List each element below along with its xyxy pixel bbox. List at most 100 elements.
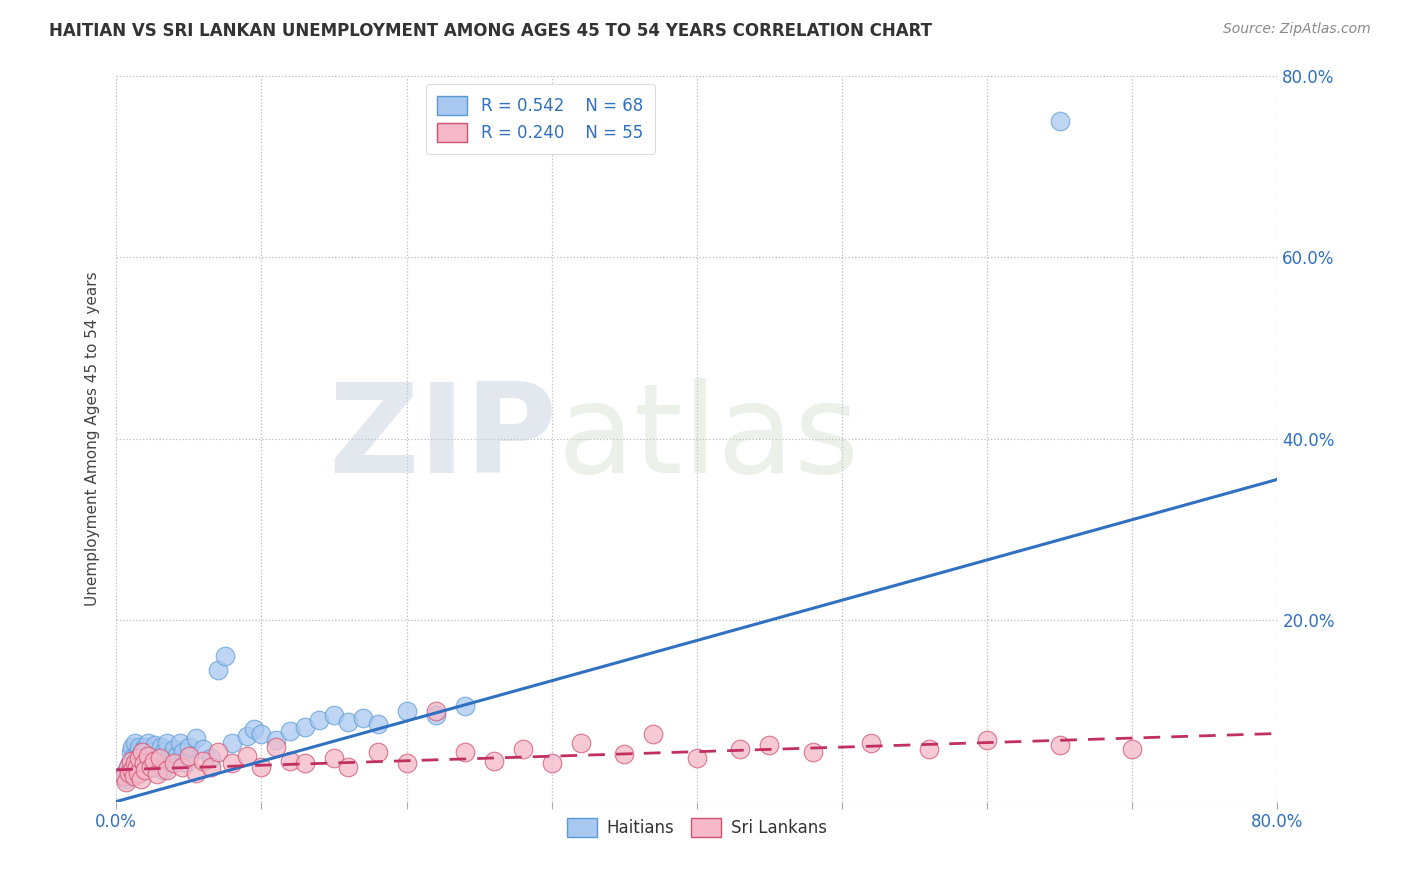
Point	[221, 735, 243, 749]
Text: HAITIAN VS SRI LANKAN UNEMPLOYMENT AMONG AGES 45 TO 54 YEARS CORRELATION CHART: HAITIAN VS SRI LANKAN UNEMPLOYMENT AMONG…	[49, 22, 932, 40]
Point	[156, 763, 179, 777]
Point	[758, 739, 780, 753]
Point	[152, 763, 174, 777]
Point	[121, 763, 143, 777]
Point	[243, 722, 266, 736]
Point	[138, 756, 160, 771]
Point	[337, 760, 360, 774]
Point	[200, 751, 222, 765]
Point	[1121, 742, 1143, 756]
Point	[801, 745, 824, 759]
Point	[160, 756, 183, 771]
Point	[120, 769, 142, 783]
Legend: Haitians, Sri Lankans: Haitians, Sri Lankans	[560, 812, 834, 844]
Point	[482, 754, 505, 768]
Point	[294, 720, 316, 734]
Point	[264, 732, 287, 747]
Point	[453, 745, 475, 759]
Point	[124, 735, 146, 749]
Point	[122, 769, 145, 783]
Point	[134, 763, 156, 777]
Point	[146, 754, 169, 768]
Point	[149, 751, 172, 765]
Point	[166, 749, 188, 764]
Point	[156, 735, 179, 749]
Point	[859, 735, 882, 749]
Point	[395, 704, 418, 718]
Point	[153, 745, 176, 759]
Point	[352, 711, 374, 725]
Point	[395, 756, 418, 771]
Point	[120, 754, 142, 768]
Point	[236, 749, 259, 764]
Point	[131, 754, 153, 768]
Point	[128, 751, 150, 765]
Point	[122, 749, 145, 764]
Point	[120, 745, 142, 759]
Point	[207, 663, 229, 677]
Text: ZIP: ZIP	[329, 378, 558, 499]
Point	[172, 745, 194, 759]
Point	[129, 747, 152, 762]
Point	[125, 765, 148, 780]
Point	[323, 708, 346, 723]
Point	[184, 731, 207, 745]
Point	[170, 760, 193, 774]
Point	[425, 704, 447, 718]
Point	[163, 742, 186, 756]
Point	[236, 729, 259, 743]
Point	[264, 740, 287, 755]
Point	[125, 760, 148, 774]
Point	[129, 760, 152, 774]
Point	[128, 756, 150, 771]
Point	[118, 765, 141, 780]
Point	[280, 723, 302, 738]
Point	[214, 649, 236, 664]
Point	[131, 745, 153, 759]
Point	[139, 745, 162, 759]
Point	[1049, 739, 1071, 753]
Point	[169, 735, 191, 749]
Point	[367, 745, 389, 759]
Point	[157, 751, 180, 765]
Point	[1049, 114, 1071, 128]
Point	[976, 732, 998, 747]
Point	[177, 749, 200, 764]
Point	[367, 717, 389, 731]
Text: atlas: atlas	[558, 378, 859, 499]
Point	[134, 740, 156, 755]
Point	[132, 756, 155, 771]
Point	[308, 713, 330, 727]
Point	[730, 742, 752, 756]
Point	[134, 758, 156, 772]
Point	[127, 745, 149, 759]
Point	[174, 756, 197, 771]
Point	[453, 699, 475, 714]
Point	[132, 742, 155, 756]
Point	[127, 767, 149, 781]
Point	[250, 760, 273, 774]
Point	[323, 751, 346, 765]
Point	[136, 749, 159, 764]
Point	[143, 760, 166, 774]
Point	[512, 742, 534, 756]
Point	[115, 772, 138, 786]
Point	[643, 726, 665, 740]
Point	[124, 756, 146, 771]
Point	[207, 745, 229, 759]
Point	[125, 751, 148, 765]
Point	[540, 756, 562, 771]
Point	[136, 735, 159, 749]
Point	[120, 754, 142, 768]
Point	[150, 740, 173, 755]
Point	[117, 763, 139, 777]
Point	[686, 751, 709, 765]
Point	[184, 765, 207, 780]
Point	[112, 769, 135, 783]
Point	[112, 767, 135, 781]
Point	[142, 751, 165, 765]
Point	[131, 763, 153, 777]
Point	[135, 749, 157, 764]
Point	[918, 742, 941, 756]
Point	[200, 760, 222, 774]
